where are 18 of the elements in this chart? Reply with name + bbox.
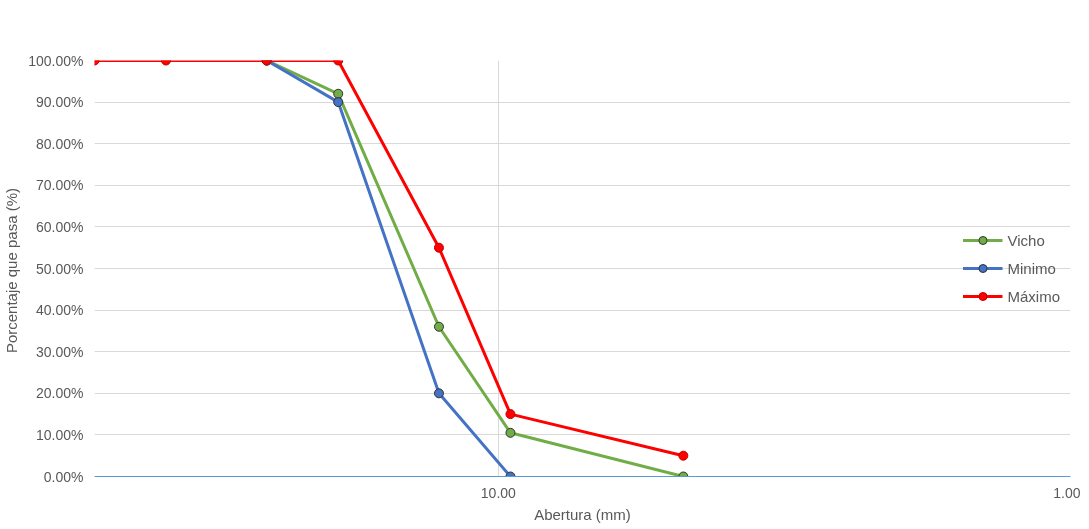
y-tick-label: 70.00% <box>36 177 84 194</box>
legend-label: Vicho <box>1007 231 1045 249</box>
legend-label: Minimo <box>1007 259 1056 277</box>
y-tick-label: 50.00% <box>36 260 84 277</box>
y-tick-label: 90.00% <box>36 94 84 111</box>
x-axis-title: Abertura (mm) <box>534 505 631 523</box>
y-tick-label: 0.00% <box>43 468 84 485</box>
x-tick-label: 10.00 <box>480 484 517 501</box>
y-tick-label: 80.00% <box>36 135 84 152</box>
y-tick-label: 20.00% <box>36 385 84 402</box>
y-tick-label: 40.00% <box>36 302 84 319</box>
y-tick-label: 60.00% <box>36 218 84 235</box>
y-tick-label: 10.00% <box>36 426 84 443</box>
y-axis-title: Porcentaje que pasa (%) <box>3 188 21 354</box>
legend-label: Máximo <box>1007 287 1060 305</box>
x-tick-label: 1.00 <box>1053 484 1081 501</box>
y-tick-label: 30.00% <box>36 343 84 360</box>
y-tick-label: 100.00% <box>28 52 84 69</box>
